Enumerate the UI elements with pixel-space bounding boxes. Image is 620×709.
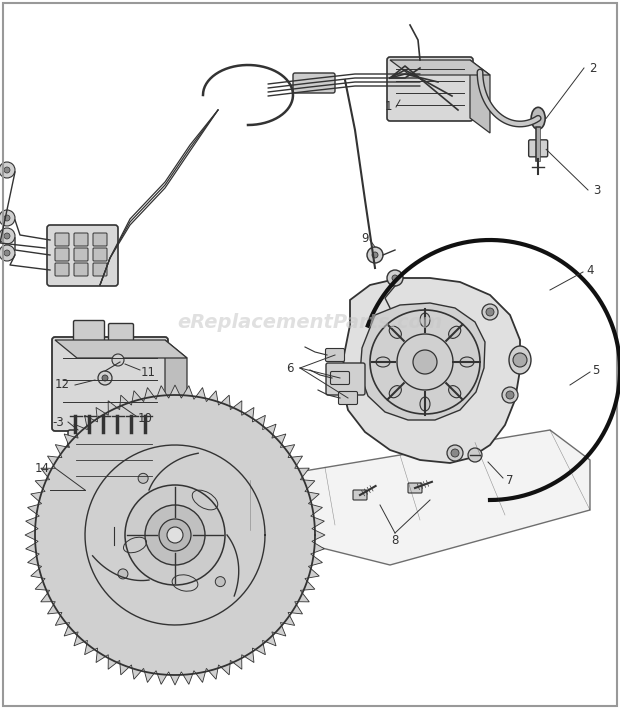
Polygon shape [250, 430, 590, 565]
Circle shape [0, 245, 15, 261]
Text: 5: 5 [592, 364, 600, 376]
Circle shape [145, 505, 205, 565]
Text: 11: 11 [141, 366, 156, 379]
Text: 4: 4 [587, 264, 594, 277]
Text: 7: 7 [507, 474, 514, 486]
Text: 9: 9 [361, 232, 369, 245]
Circle shape [387, 270, 403, 286]
FancyBboxPatch shape [529, 140, 547, 157]
Text: 10: 10 [138, 411, 153, 425]
Circle shape [159, 519, 191, 551]
FancyBboxPatch shape [93, 233, 107, 246]
Circle shape [486, 308, 494, 316]
Text: 6: 6 [286, 362, 294, 374]
Circle shape [125, 485, 225, 585]
Ellipse shape [420, 397, 430, 411]
FancyBboxPatch shape [456, 101, 478, 119]
Circle shape [372, 252, 378, 258]
Circle shape [102, 375, 108, 381]
Ellipse shape [389, 386, 401, 398]
Circle shape [98, 371, 112, 385]
FancyBboxPatch shape [55, 263, 69, 276]
FancyBboxPatch shape [408, 483, 422, 493]
Circle shape [139, 513, 151, 525]
Circle shape [513, 353, 527, 367]
FancyBboxPatch shape [93, 263, 107, 276]
Circle shape [4, 215, 10, 221]
FancyBboxPatch shape [47, 225, 118, 286]
Circle shape [4, 250, 10, 256]
Text: 12: 12 [55, 379, 69, 391]
FancyBboxPatch shape [387, 57, 473, 121]
Text: 14: 14 [35, 462, 50, 474]
Text: 3: 3 [593, 184, 601, 196]
FancyBboxPatch shape [74, 248, 88, 261]
Ellipse shape [389, 326, 401, 338]
Circle shape [215, 576, 225, 586]
FancyBboxPatch shape [68, 430, 160, 494]
Polygon shape [25, 385, 325, 685]
Ellipse shape [376, 357, 390, 367]
Polygon shape [342, 278, 520, 463]
FancyBboxPatch shape [353, 490, 367, 500]
Circle shape [367, 247, 383, 263]
Circle shape [468, 448, 482, 462]
FancyBboxPatch shape [418, 59, 440, 77]
FancyBboxPatch shape [74, 233, 88, 246]
Ellipse shape [449, 326, 461, 338]
FancyBboxPatch shape [330, 372, 350, 384]
Polygon shape [470, 60, 490, 133]
Circle shape [74, 513, 86, 525]
FancyBboxPatch shape [326, 363, 365, 395]
FancyBboxPatch shape [436, 73, 458, 91]
Circle shape [413, 350, 437, 374]
Ellipse shape [509, 346, 531, 374]
FancyBboxPatch shape [93, 248, 107, 261]
FancyBboxPatch shape [450, 87, 472, 105]
Circle shape [4, 233, 10, 239]
Polygon shape [165, 340, 187, 446]
FancyBboxPatch shape [74, 320, 105, 342]
Circle shape [506, 391, 514, 399]
Text: 1: 1 [384, 101, 392, 113]
FancyBboxPatch shape [55, 248, 69, 261]
FancyBboxPatch shape [52, 337, 168, 431]
Circle shape [482, 304, 498, 320]
FancyBboxPatch shape [339, 391, 358, 405]
Polygon shape [52, 492, 175, 527]
Ellipse shape [460, 357, 474, 367]
Circle shape [451, 449, 459, 457]
Ellipse shape [449, 386, 461, 398]
Circle shape [0, 162, 15, 178]
Circle shape [118, 569, 128, 579]
Polygon shape [55, 340, 187, 358]
FancyBboxPatch shape [55, 233, 69, 246]
Circle shape [109, 535, 119, 545]
Circle shape [392, 275, 398, 281]
Circle shape [138, 474, 148, 484]
Circle shape [0, 228, 15, 244]
Ellipse shape [420, 313, 430, 327]
Circle shape [0, 210, 15, 226]
Circle shape [4, 167, 10, 173]
FancyBboxPatch shape [293, 73, 335, 93]
Text: 8: 8 [391, 533, 399, 547]
Text: 2: 2 [589, 62, 596, 74]
Ellipse shape [531, 107, 545, 129]
Circle shape [502, 387, 518, 403]
Text: -3: -3 [52, 415, 64, 428]
Text: eReplacementParts.com: eReplacementParts.com [177, 313, 443, 333]
FancyBboxPatch shape [108, 323, 133, 342]
FancyBboxPatch shape [74, 263, 88, 276]
Polygon shape [390, 60, 490, 75]
FancyBboxPatch shape [326, 349, 345, 362]
Circle shape [112, 354, 124, 366]
Circle shape [167, 527, 183, 543]
Circle shape [447, 445, 463, 461]
Polygon shape [360, 303, 485, 420]
